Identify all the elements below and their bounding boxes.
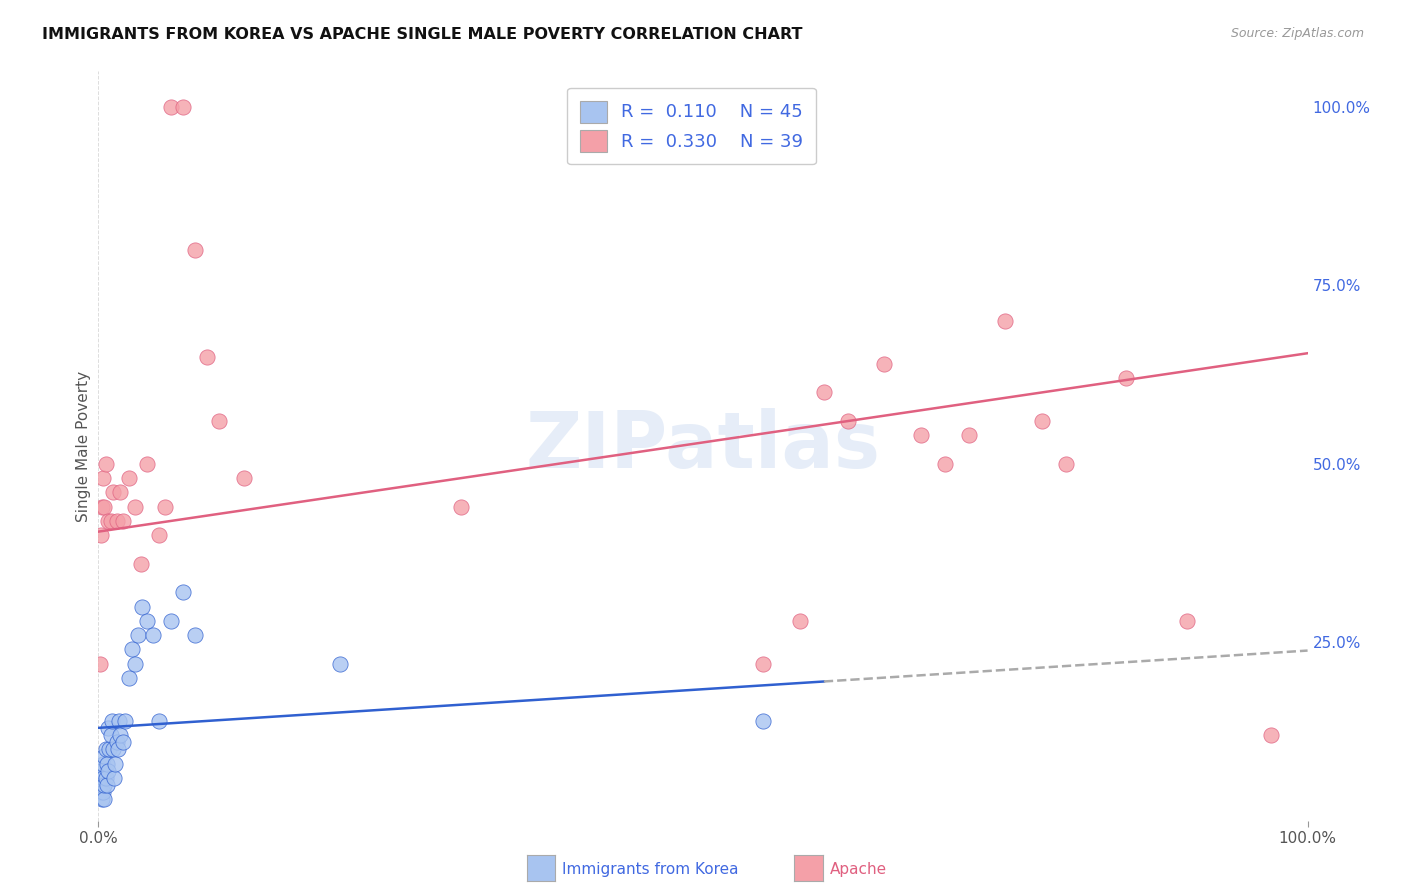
Point xyxy=(93,749,115,764)
Point xyxy=(1054,457,1077,471)
Point xyxy=(91,785,114,799)
Point xyxy=(93,792,115,806)
Point xyxy=(957,428,980,442)
Point xyxy=(837,414,859,428)
Point xyxy=(873,357,896,371)
Point xyxy=(910,428,932,442)
Legend: R =  0.110    N = 45, R =  0.330    N = 39: R = 0.110 N = 45, R = 0.330 N = 39 xyxy=(567,88,815,164)
Point xyxy=(101,742,124,756)
Point xyxy=(96,756,118,771)
Point xyxy=(94,742,117,756)
Point xyxy=(160,100,183,114)
Point xyxy=(100,514,122,528)
Point xyxy=(195,350,218,364)
Point xyxy=(111,514,134,528)
Point xyxy=(108,728,131,742)
Point xyxy=(91,771,114,785)
Point xyxy=(232,471,254,485)
Point xyxy=(450,500,472,514)
Text: ZIPatlas: ZIPatlas xyxy=(526,408,880,484)
Point xyxy=(105,514,128,528)
Point xyxy=(108,714,131,728)
Point xyxy=(105,735,128,749)
Point xyxy=(93,500,115,514)
Point xyxy=(1115,371,1137,385)
Point xyxy=(208,414,231,428)
Point xyxy=(1031,414,1053,428)
Point xyxy=(184,628,207,642)
Point xyxy=(91,471,114,485)
Point xyxy=(100,714,122,728)
Point xyxy=(994,314,1017,328)
Point xyxy=(94,771,117,785)
Point xyxy=(101,485,124,500)
Point xyxy=(813,385,835,400)
Text: Source: ZipAtlas.com: Source: ZipAtlas.com xyxy=(1230,27,1364,40)
Point xyxy=(127,628,149,642)
Point xyxy=(98,742,121,756)
Point xyxy=(752,714,775,728)
Point xyxy=(100,728,122,742)
Point xyxy=(934,457,956,471)
Point xyxy=(121,642,143,657)
Point xyxy=(172,100,194,114)
Point xyxy=(89,771,111,785)
Point xyxy=(329,657,352,671)
Point xyxy=(135,457,157,471)
Point xyxy=(90,785,112,799)
Point xyxy=(91,756,114,771)
Point xyxy=(142,628,165,642)
Text: Immigrants from Korea: Immigrants from Korea xyxy=(562,863,740,877)
Point xyxy=(114,714,136,728)
Point xyxy=(91,778,114,792)
Point xyxy=(93,778,115,792)
Point xyxy=(118,471,141,485)
Point xyxy=(91,792,114,806)
Point xyxy=(160,614,183,628)
Point xyxy=(94,457,117,471)
Point xyxy=(789,614,811,628)
Point xyxy=(89,778,111,792)
Point xyxy=(1260,728,1282,742)
Point xyxy=(118,671,141,685)
Point xyxy=(97,764,120,778)
Point xyxy=(89,785,111,799)
Point xyxy=(97,514,120,528)
Point xyxy=(91,500,114,514)
Point xyxy=(184,243,207,257)
Point xyxy=(124,500,146,514)
Point xyxy=(124,657,146,671)
Point xyxy=(1175,614,1198,628)
Point xyxy=(172,585,194,599)
Point xyxy=(148,714,170,728)
Point xyxy=(96,778,118,792)
Text: IMMIGRANTS FROM KOREA VS APACHE SINGLE MALE POVERTY CORRELATION CHART: IMMIGRANTS FROM KOREA VS APACHE SINGLE M… xyxy=(42,27,803,42)
Point xyxy=(107,742,129,756)
Point xyxy=(108,485,131,500)
Point xyxy=(153,500,176,514)
Point xyxy=(89,657,111,671)
Point xyxy=(90,528,112,542)
Point xyxy=(129,557,152,571)
Text: Apache: Apache xyxy=(830,863,887,877)
Point xyxy=(103,771,125,785)
Point xyxy=(97,721,120,735)
Point xyxy=(752,657,775,671)
Point xyxy=(104,756,127,771)
Point xyxy=(90,764,112,778)
Point xyxy=(135,614,157,628)
Point xyxy=(131,599,153,614)
Point xyxy=(90,778,112,792)
Point xyxy=(148,528,170,542)
Y-axis label: Single Male Poverty: Single Male Poverty xyxy=(76,370,91,522)
Point xyxy=(111,735,134,749)
